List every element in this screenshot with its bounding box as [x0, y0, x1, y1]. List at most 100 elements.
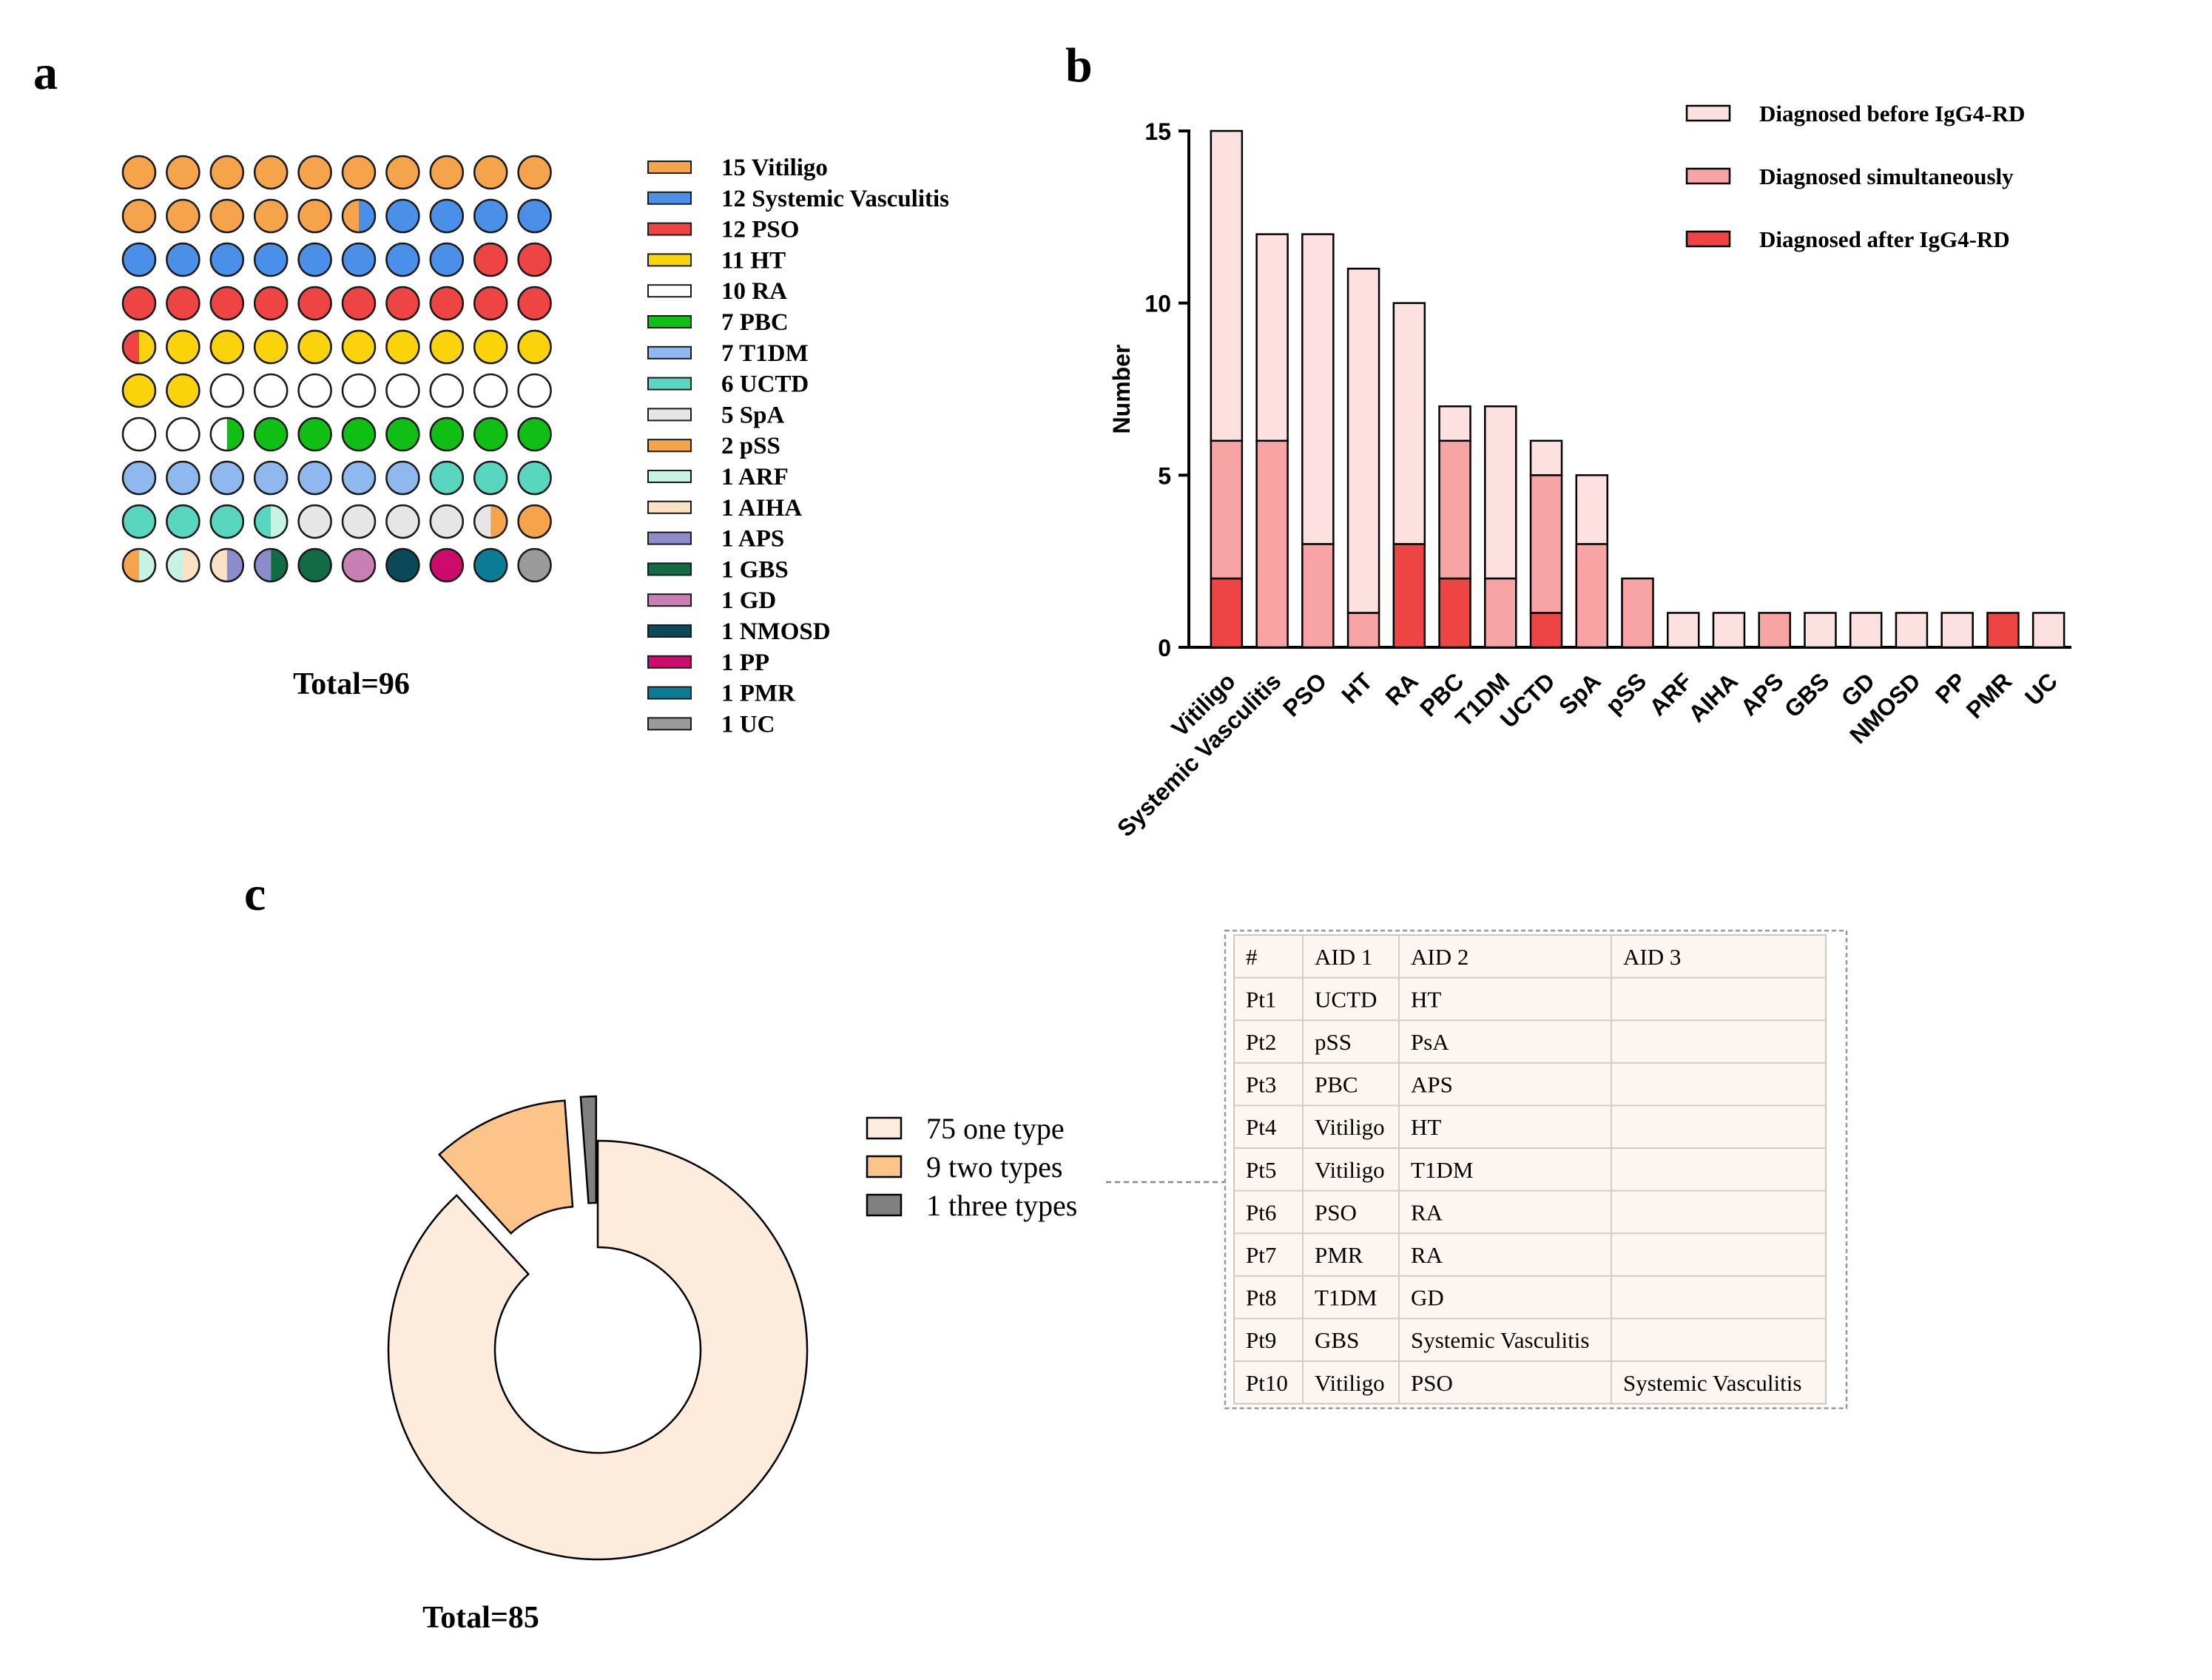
table-row: Pt4 Vitiligo HT — [1246, 1114, 1441, 1140]
waffle-cell — [473, 373, 508, 408]
waffle-cell — [429, 416, 465, 452]
waffle-cell — [253, 286, 289, 321]
legend-a-label: 7 PBC — [721, 309, 789, 336]
waffle-cell — [341, 373, 377, 408]
legend-a-swatch — [647, 191, 692, 205]
table-cell: PSO — [1315, 1199, 1357, 1225]
legend-c-label: 1 three types — [926, 1189, 1077, 1222]
waffle-cell — [209, 329, 245, 365]
legend-a-label: 1 PP — [721, 650, 769, 676]
legend-a-label: 12 Systemic Vasculitis — [721, 186, 949, 212]
x-tick-label: APS — [1736, 667, 1789, 721]
waffle-cell-split — [121, 547, 157, 583]
waffle-half-left — [254, 549, 272, 581]
waffle-cell — [166, 460, 200, 496]
legend-a-label: 1 ARF — [721, 464, 789, 490]
waffle-cell-split — [209, 416, 245, 452]
waffle-cell — [473, 460, 508, 496]
legend-b-swatch — [1685, 104, 1731, 122]
legend-a-swatch — [647, 161, 692, 174]
legend-a-label: 1 AIHA — [721, 495, 802, 522]
bar-before — [1940, 612, 1974, 649]
table-row: Pt7 PMR RA — [1246, 1242, 1443, 1268]
waffle-half-right — [183, 549, 200, 581]
table-cell: Vitiligo — [1315, 1370, 1385, 1396]
waffle-cell-outline — [209, 416, 245, 452]
waffle-cell — [429, 373, 465, 408]
waffle-cell-outline — [253, 547, 289, 583]
waffle-cell — [429, 547, 465, 583]
table-cell: HT — [1411, 986, 1441, 1012]
bar-simultaneous — [1210, 439, 1244, 580]
bar-simultaneous — [1484, 577, 1517, 649]
x-tick-label: AIHA — [1683, 667, 1743, 727]
waffle-cell — [121, 155, 157, 190]
waffle-cell — [297, 416, 332, 452]
waffle-cell — [385, 286, 420, 321]
waffle-cell — [166, 286, 200, 321]
table-cell: RA — [1411, 1199, 1443, 1225]
x-tick-label: PMR — [1961, 667, 2017, 723]
waffle-cell — [385, 242, 420, 277]
legend-b-label: Diagnosed before IgG4-RD — [1759, 101, 2025, 126]
legend-a-swatch — [647, 593, 692, 607]
legend-a-swatch — [647, 408, 692, 422]
legend-a-swatch — [647, 253, 692, 267]
legend-a-swatch — [647, 717, 692, 731]
legend-a-label: 1 APS — [721, 526, 784, 553]
bar-before — [1804, 612, 1837, 649]
panel-a-label: a — [33, 46, 58, 100]
waffle-cell — [166, 373, 200, 408]
bar-before — [1575, 474, 1609, 545]
table-row: Pt6 PSO RA — [1246, 1199, 1443, 1225]
waffle-cell — [429, 155, 465, 190]
waffle-cell — [517, 504, 552, 539]
waffle-cell — [121, 242, 157, 277]
table-background — [1233, 934, 1827, 1405]
y-tick-label: 15 — [1144, 118, 1171, 145]
waffle-half-left — [210, 418, 227, 451]
legend-a-label: 1 GD — [721, 587, 776, 614]
panel-c-label: c — [244, 867, 266, 921]
waffle-cell — [385, 198, 420, 234]
table-cell: Pt8 — [1246, 1285, 1276, 1311]
table-row: Pt2 pSS PsA — [1246, 1029, 1449, 1055]
waffle-cell — [253, 373, 289, 408]
legend-a-swatch — [647, 377, 692, 391]
waffle-cell-split — [253, 547, 289, 583]
waffle-cell — [473, 416, 508, 452]
waffle-cell — [429, 329, 465, 365]
legend-a-label: 1 NMOSD — [721, 618, 831, 645]
waffle-cell — [341, 155, 377, 190]
table-cell: PSO — [1411, 1370, 1453, 1396]
waffle-cell — [121, 286, 157, 321]
legend-a-swatch — [647, 470, 692, 483]
bar-before — [1392, 302, 1426, 545]
waffle-cell — [121, 416, 157, 452]
table-cell: APS — [1411, 1072, 1453, 1098]
y-tick-label: 10 — [1144, 291, 1171, 317]
legend-a-label: 10 RA — [721, 278, 787, 305]
waffle-half-left — [474, 505, 491, 538]
bar-before — [1438, 405, 1471, 442]
waffle-cell — [297, 547, 332, 583]
table-row: Pt10 Vitiligo PSO Systemic Vasculitis — [1246, 1370, 1801, 1396]
bar-simultaneous — [1575, 543, 1609, 649]
legend-a-swatch — [647, 686, 692, 700]
legend-a-label: 11 HT — [721, 247, 786, 274]
bar-simultaneous — [1621, 577, 1654, 649]
waffle-cell-outline — [341, 198, 377, 234]
legend-a-swatch — [647, 531, 692, 545]
waffle-half-right — [139, 549, 155, 581]
waffle-cell — [297, 460, 332, 496]
waffle-cell — [166, 198, 200, 234]
waffle-cell-outline — [121, 547, 157, 583]
legend-a-swatch — [647, 655, 692, 669]
waffle-half-left — [343, 200, 359, 232]
table-cell: RA — [1411, 1242, 1443, 1268]
legend-a-swatch — [647, 624, 692, 638]
donut-slice — [579, 1095, 598, 1204]
waffle-half-right — [139, 331, 155, 363]
panel-a-legend: 15 Vitiligo 12 Systemic Vasculitis 12 PSO 1… — [647, 155, 949, 738]
